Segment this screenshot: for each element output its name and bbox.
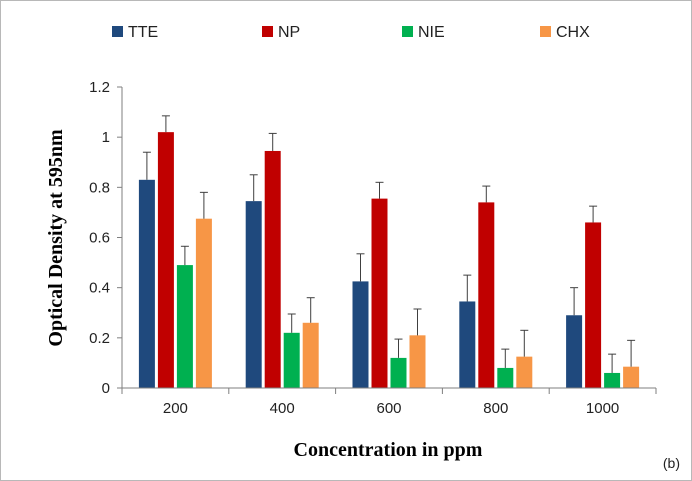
x-tick-label-1000: 1000 [586,400,619,417]
bar-tte-600 [352,281,369,388]
bar-np-800 [478,202,495,388]
y-tick-label-1: 0.2 [89,330,110,347]
bar-tte-200 [138,179,155,388]
bar-tte-800 [459,301,476,388]
bar-chx-600 [409,335,426,388]
bar-tte-1000 [566,315,583,388]
x-tick-label-400: 400 [270,400,295,417]
y-tick-label-5: 1 [102,129,110,146]
bar-nie-400 [283,332,300,388]
bar-nie-1000 [604,372,621,388]
x-tick-label-200: 200 [163,400,188,417]
legend-label-np: NP [278,24,300,41]
x-tick-label-800: 800 [483,400,508,417]
panel-label: (b) [663,455,680,471]
legend-swatch-tte [112,26,123,37]
legend-label-chx: CHX [556,24,590,41]
legend-swatch-nie [402,26,413,37]
bar-np-600 [371,198,388,388]
bar-chx-200 [195,218,212,388]
legend: TTE NP NIE CHX [112,24,590,41]
y-tick-label-0: 0 [102,380,110,397]
bar-chx-800 [516,356,533,388]
legend-label-nie: NIE [418,24,445,41]
bar-chx-400 [302,322,319,388]
bar-nie-200 [176,265,193,388]
bar-np-400 [264,150,281,388]
bar-chx-1000 [623,366,640,388]
bar-np-200 [157,132,174,388]
y-tick-label-2: 0.4 [89,280,110,297]
error-bars-layer [142,115,636,373]
x-axis-title: Concentration in ppm [294,439,483,461]
y-axis-title: Optical Density at 595nm [45,129,67,347]
bar-np-1000 [585,222,602,388]
bars-layer [138,132,640,388]
bar-nie-600 [390,357,407,388]
legend-swatch-chx [540,26,551,37]
bar-tte-400 [245,201,262,388]
y-tick-label-6: 1.2 [89,79,110,96]
y-tick-label-3: 0.6 [89,230,110,247]
y-tick-label-4: 0.8 [89,179,110,196]
bar-nie-800 [497,367,514,388]
legend-label-tte: TTE [128,24,158,41]
legend-swatch-np [262,26,273,37]
axes-layer: 0 0.2 0.4 0.6 0.8 1 1.2 200 400 600 800 1000 [89,79,657,417]
x-tick-label-600: 600 [376,400,401,417]
